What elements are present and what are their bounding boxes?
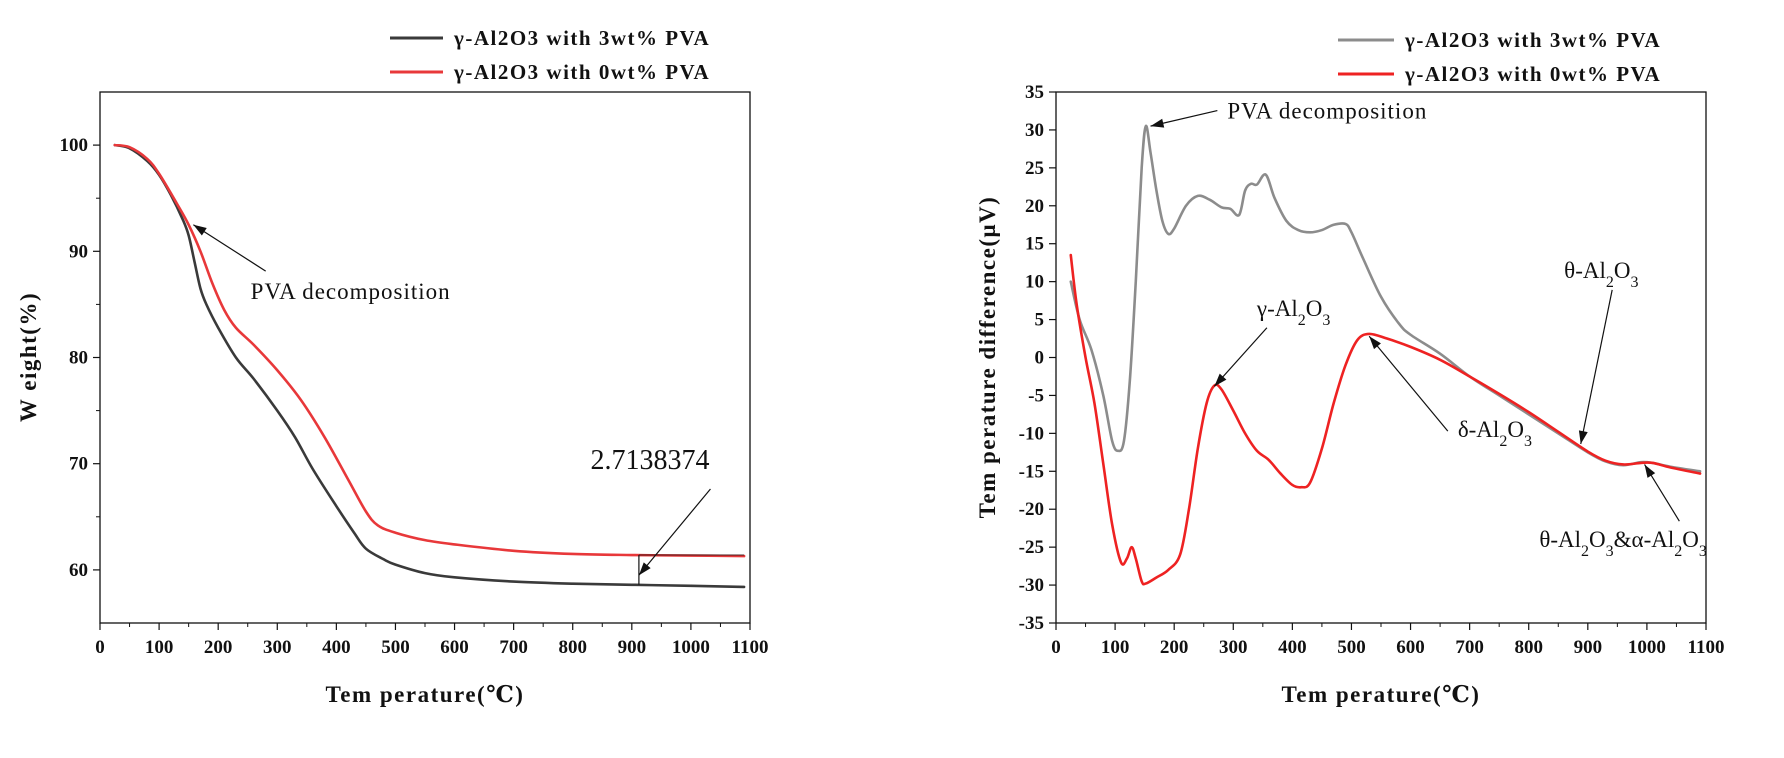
y-tick-label: 10 — [1025, 272, 1044, 293]
annotation-label-1: γ-Al2O3 — [1256, 296, 1330, 329]
x-tick-label: 200 — [204, 637, 233, 658]
annotation-arrow-1-line — [1213, 327, 1268, 387]
x-tick-label: 600 — [440, 637, 469, 658]
annotation-arrow-2-line — [1368, 335, 1449, 432]
dta-chart: 0 100 200 300 400 500 600 700 800 900 1000 1100-35-… — [975, 28, 1724, 707]
x-tick-label: 300 — [1219, 637, 1248, 658]
x-tick-label: 900 — [1574, 637, 1603, 658]
y-tick-label: 80 — [69, 348, 88, 369]
y-tick-label: 90 — [69, 241, 88, 262]
series-line-1 — [1069, 253, 1702, 586]
x-tick-label: 300 — [263, 637, 292, 658]
x-tick-label: 700 — [1455, 637, 1484, 658]
x-tick-label: 1100 — [732, 637, 769, 658]
annotation-arrow-3-head — [1578, 430, 1588, 444]
y-tick-label: 60 — [69, 560, 88, 581]
x-tick-label: 700 — [499, 637, 528, 658]
x-tick-label: 900 — [618, 637, 647, 658]
x-tick-label: 500 — [381, 637, 410, 658]
y-tick-label: -30 — [1019, 575, 1044, 596]
x-tick-label: 800 — [558, 637, 587, 658]
y-tick-label: -15 — [1019, 461, 1044, 482]
annotation-arrow-1-head — [638, 562, 651, 576]
x-tick-label: 400 — [1278, 637, 1307, 658]
series-line-1 — [113, 143, 746, 558]
legend-label-0: γ-Al2O3 with 3wt% PVA — [1404, 28, 1661, 52]
annotation-arrow-3-line — [1580, 289, 1613, 445]
y-tick-label: 25 — [1025, 158, 1044, 179]
annotation-label-0: PVA decomposition — [251, 279, 451, 304]
y-tick-label: -25 — [1019, 537, 1044, 558]
y-axis-title: Tem perature difference(μV) — [975, 196, 1000, 519]
x-tick-label: 1000 — [1628, 637, 1666, 658]
x-tick-label: 400 — [322, 637, 351, 658]
annotation-label-4: θ-Al2O3&α-Al2O3 — [1539, 527, 1707, 560]
x-tick-label: 0 — [1051, 637, 1061, 658]
y-tick-label: 15 — [1025, 234, 1044, 255]
annotation-arrow-1-line — [638, 488, 711, 576]
annotation-arrow-0-line — [193, 224, 267, 272]
x-tick-label: 100 — [1101, 637, 1130, 658]
x-tick-label: 0 — [95, 637, 105, 658]
annotation-label-2: δ-Al2O3 — [1458, 417, 1532, 450]
legend-label-0: γ-Al2O3 with 3wt% PVA — [453, 26, 710, 50]
series-line-0 — [113, 143, 746, 589]
legend-label-1: γ-Al2O3 with 0wt% PVA — [1404, 62, 1661, 86]
legend-label-1: γ-Al2O3 with 0wt% PVA — [453, 60, 710, 84]
annotation-label-1: 2.7138374 — [590, 445, 709, 476]
x-tick-label: 800 — [1514, 637, 1543, 658]
x-tick-label: 100 — [145, 637, 174, 658]
annotation-arrow-1-head — [1214, 373, 1227, 387]
y-tick-label: 100 — [60, 135, 89, 156]
x-tick-label: 1000 — [672, 637, 710, 658]
y-tick-label: 5 — [1035, 310, 1045, 331]
y-tick-label: 20 — [1025, 196, 1044, 217]
annotation-arrow-4-head — [1644, 464, 1656, 478]
annotation-arrow-2-head — [1369, 336, 1381, 350]
annotation-arrow-0-head — [193, 224, 207, 236]
x-axis-title: Tem perature(℃) — [1282, 682, 1481, 707]
y-tick-label: -20 — [1019, 499, 1044, 520]
annotation-label-3: θ-Al2O3 — [1564, 258, 1638, 291]
y-tick-label: -5 — [1028, 385, 1044, 406]
y-tick-label: -35 — [1019, 613, 1044, 634]
x-tick-label: 600 — [1396, 637, 1425, 658]
y-tick-label: 35 — [1025, 82, 1044, 103]
y-axis-title: W eight(%) — [16, 292, 41, 422]
x-axis-title: Tem perature(℃) — [326, 682, 525, 707]
y-tick-label: -10 — [1019, 423, 1044, 444]
y-tick-label: 0 — [1035, 348, 1045, 369]
tg-chart: 0 100 200 300 400 500 600 700 800 900 1000 1100 60 70… — [16, 26, 768, 707]
plot-frame — [99, 91, 751, 624]
series-line-0 — [1069, 124, 1702, 473]
x-tick-label: 1100 — [1688, 637, 1725, 658]
annotation-label-0: PVA decomposition — [1227, 99, 1427, 124]
y-tick-label: 70 — [69, 454, 88, 475]
annotation-arrow-0-head — [1150, 118, 1165, 128]
x-tick-label: 200 — [1160, 637, 1189, 658]
y-tick-label: 30 — [1025, 120, 1044, 141]
x-tick-label: 500 — [1337, 637, 1366, 658]
